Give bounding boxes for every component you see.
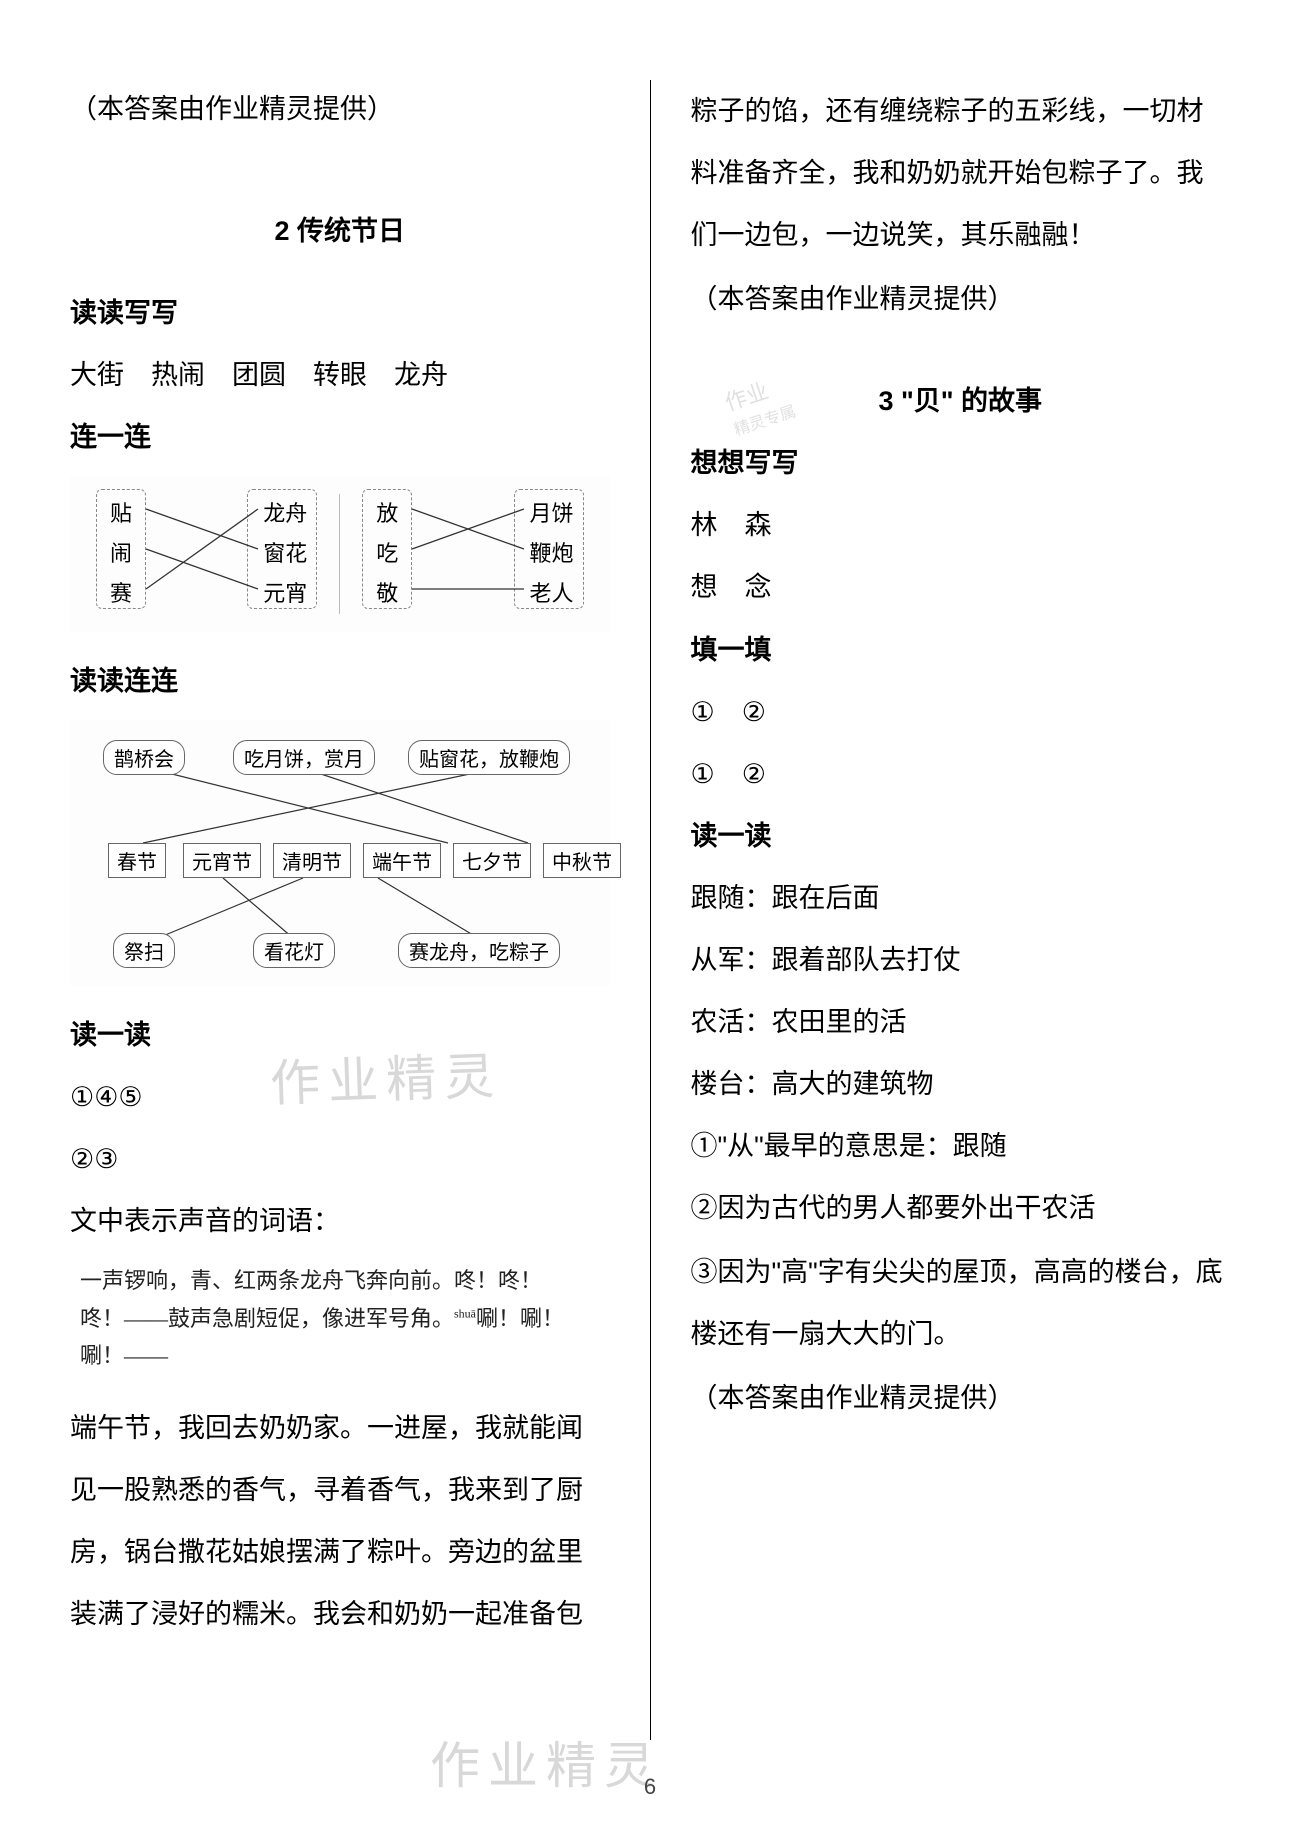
m2-mid3: 端午节: [363, 843, 441, 878]
m2-mid2: 清明节: [273, 843, 351, 878]
def-gensui: 跟随：跟在后面: [691, 869, 1231, 927]
section-heading-duyidu-right: 读一读: [691, 807, 1231, 865]
provider-note: （本答案由作业精灵提供）: [70, 80, 610, 138]
m2-top2: 贴窗花，放鞭炮: [408, 740, 570, 775]
essay-part2: 粽子的馅，还有缠绕粽子的五彩线，一切材料准备齐全，我和奶奶就开始包粽子了。我们一…: [691, 80, 1231, 266]
vocab-list: 大街 热闹 团圆 转眼 龙舟: [70, 346, 610, 404]
answer-23: ②③: [70, 1130, 610, 1188]
m1g1-r1: 窗花: [263, 536, 307, 568]
provider-note-r1: （本答案由作业精灵提供）: [691, 270, 1231, 328]
provider-note-r2: （本答案由作业精灵提供）: [691, 1369, 1231, 1427]
answer-145: ①④⑤: [70, 1068, 610, 1126]
essay-part1: 端午节，我回去奶奶家。一进屋，我就能闻见一股熟悉的香气，寻着香气，我来到了厨房，…: [70, 1397, 610, 1645]
m2-bot2: 赛龙舟，吃粽子: [398, 933, 560, 968]
right-column: 粽子的馅，还有缠绕粽子的五彩线，一切材料准备齐全，我和奶奶就开始包粽子了。我们一…: [651, 80, 1241, 1740]
m2-mid0: 春节: [108, 843, 166, 878]
m2-bot1: 看花灯: [253, 933, 335, 968]
m1g2-l1: 吃: [376, 536, 398, 568]
match-diagram-2: 鹊桥会 吃月饼，赏月 贴窗花，放鞭炮 春节 元宵节 清明节 端午节 七夕节 中秋…: [70, 720, 610, 986]
section-heading-tianyitian: 填一填: [691, 621, 1231, 679]
m1g1-r2: 元宵: [263, 576, 307, 608]
section-heading-xiangxiangxiexie: 想想写写: [691, 434, 1231, 492]
quoted-passage: 一声锣响，青、红两条龙舟飞奔向前。咚！咚！ 咚！——鼓声急剧短促，像进军号角。s…: [70, 1256, 610, 1380]
section-heading-lianyilian: 连一连: [70, 408, 610, 466]
m2-top1: 吃月饼，赏月: [233, 740, 375, 775]
section-heading-duyidu-left: 读一读: [70, 1006, 610, 1064]
kaiti-line1: 一声锣响，青、红两条龙舟飞奔向前。咚！咚！: [80, 1262, 600, 1299]
kaiti-l2a: 咚！——鼓声急剧短促，像进军号角。: [80, 1306, 454, 1331]
m1g2-r2: 老人: [529, 576, 573, 608]
xiangxiang-line2: 想 念: [691, 558, 1231, 616]
xiangxiang-line1: 林 森: [691, 496, 1231, 554]
tian-line1: ① ②: [691, 683, 1231, 741]
lesson-title-3: 3 "贝" 的故事: [691, 372, 1231, 430]
m1g1-r0: 龙舟: [263, 496, 307, 528]
section-heading-duduxiexie: 读读写写: [70, 284, 610, 342]
match1-group1: 贴 闹 赛 龙舟 窗花 元宵: [88, 484, 325, 624]
ans-nonghuo: ②因为古代的男人都要外出干农活: [691, 1179, 1231, 1237]
match1-group2: 放 吃 敬 月饼 鞭炮 老人: [354, 484, 591, 624]
def-congjun: 从军：跟着部队去打仗: [691, 931, 1231, 989]
page-number: 6: [644, 1774, 656, 1800]
kaiti-line2: 咚！——鼓声急剧短促，像进军号角。shuā唰！唰！唰！——: [80, 1300, 600, 1375]
ans-cong: ①"从"最早的意思是：跟随: [691, 1117, 1231, 1175]
lesson-title-2: 2 传统节日: [70, 202, 610, 260]
m1g1-l0: 贴: [110, 496, 132, 528]
m2-mid4: 七夕节: [453, 843, 531, 878]
m1g2-r1: 鞭炮: [529, 536, 573, 568]
tian-line2: ① ②: [691, 745, 1231, 803]
m1g1-l1: 闹: [110, 536, 132, 568]
kaiti-ruby: shuā: [454, 1307, 476, 1321]
section-heading-dudulianlian: 读读连连: [70, 652, 610, 710]
m1g1-l2: 赛: [110, 576, 132, 608]
sound-words-prompt: 文中表示声音的词语：: [70, 1192, 610, 1250]
m1g2-r0: 月饼: [529, 496, 573, 528]
m2-mid1: 元宵节: [183, 843, 261, 878]
m1g2-l2: 敬: [376, 576, 398, 608]
two-column-layout: （本答案由作业精灵提供） 2 传统节日 读读写写 大街 热闹 团圆 转眼 龙舟 …: [60, 80, 1240, 1740]
ans-gao: ③因为"高"字有尖尖的屋顶，高高的楼台，底楼还有一扇大大的门。: [691, 1241, 1231, 1365]
left-column: （本答案由作业精灵提供） 2 传统节日 读读写写 大街 热闹 团圆 转眼 龙舟 …: [60, 80, 651, 1740]
m2-mid5: 中秋节: [543, 843, 621, 878]
m2-bot0: 祭扫: [113, 933, 175, 968]
match-diagram-1: 贴 闹 赛 龙舟 窗花 元宵 放 吃: [70, 476, 610, 632]
m1g2-l0: 放: [376, 496, 398, 528]
m2-top0: 鹊桥会: [103, 740, 185, 775]
def-loutai: 楼台：高大的建筑物: [691, 1055, 1231, 1113]
def-nonghuo: 农活：农田里的活: [691, 993, 1231, 1051]
